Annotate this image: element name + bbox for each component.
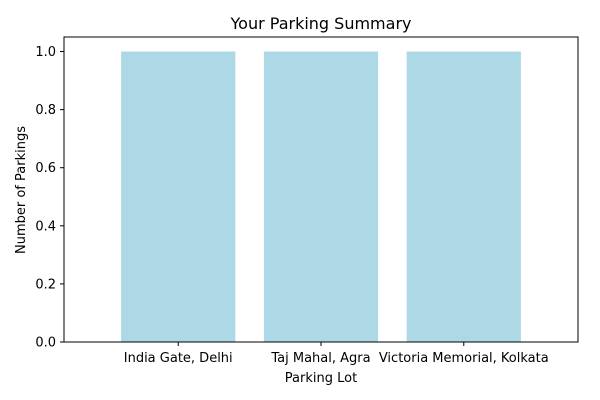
bar-0 bbox=[121, 51, 236, 343]
bar-2 bbox=[406, 51, 521, 343]
y-tick-label-3: 0.6 bbox=[35, 161, 56, 176]
bars-group bbox=[121, 51, 521, 343]
y-tick-label-1: 0.2 bbox=[35, 277, 56, 292]
x-tick-label-0: India Gate, Delhi bbox=[124, 351, 233, 366]
y-axis-ticks: 0.0 0.2 0.4 0.6 0.8 1.0 bbox=[35, 45, 64, 351]
y-tick-label-5: 1.0 bbox=[35, 45, 56, 60]
x-tick-label-1: Taj Mahal, Agra bbox=[270, 351, 370, 366]
y-tick-label-4: 0.8 bbox=[35, 103, 56, 118]
y-axis-label: Number of Parkings bbox=[14, 126, 29, 254]
chart-title: Your Parking Summary bbox=[230, 14, 412, 33]
x-axis-label: Parking Lot bbox=[285, 371, 357, 386]
bar-1 bbox=[263, 51, 379, 343]
x-tick-label-2: Victoria Memorial, Kolkata bbox=[379, 351, 549, 366]
y-tick-label-0: 0.0 bbox=[35, 336, 56, 351]
y-tick-label-2: 0.4 bbox=[35, 219, 56, 234]
x-axis-ticks: India Gate, Delhi Taj Mahal, Agra Victoria… bbox=[124, 342, 549, 366]
